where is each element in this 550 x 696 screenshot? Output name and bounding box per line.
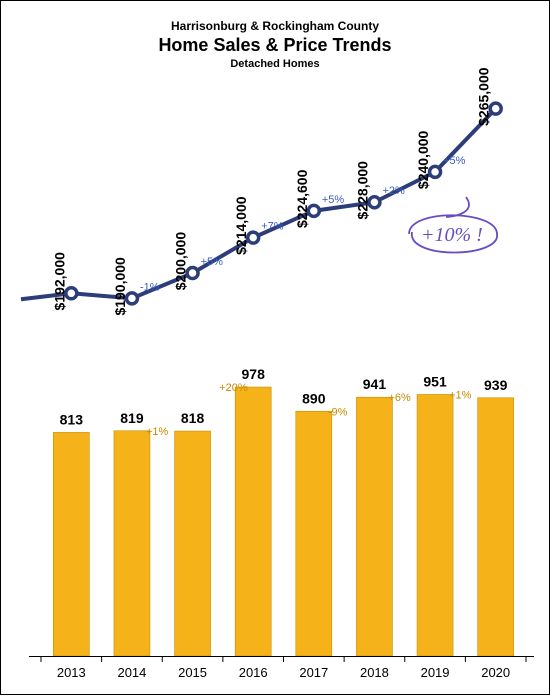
sales-label: 951 xyxy=(423,373,447,389)
year-label: 2014 xyxy=(117,665,146,680)
price-delta: -1% xyxy=(140,281,160,293)
price-marker xyxy=(66,288,77,299)
price-marker xyxy=(187,268,198,279)
sales-bar xyxy=(296,411,332,656)
sales-bar xyxy=(356,397,392,656)
price-delta: +5% xyxy=(443,155,466,167)
year-label: 2016 xyxy=(239,665,268,680)
price-label: $224,600 xyxy=(294,169,310,228)
sales-label: 818 xyxy=(181,410,205,426)
year-label: 2019 xyxy=(421,665,450,680)
year-label: 2015 xyxy=(178,665,207,680)
annotation-swoosh xyxy=(446,197,469,217)
price-marker xyxy=(126,293,137,304)
price-label: $240,000 xyxy=(415,130,431,189)
year-label: 2013 xyxy=(57,665,86,680)
price-label: $190,000 xyxy=(112,257,128,316)
annotation-text: +10% ! xyxy=(421,224,483,246)
sales-bar xyxy=(478,398,514,656)
price-marker xyxy=(490,103,501,114)
sales-label: 890 xyxy=(302,390,326,406)
sales-label: 939 xyxy=(484,377,508,393)
price-delta: +5% xyxy=(201,256,224,268)
chart-svg: $192,000 $190,000 -1% $200,000 +5% $214,000 +7… xyxy=(1,1,550,696)
price-marker xyxy=(308,205,319,216)
price-delta: +7% xyxy=(261,221,284,233)
sales-label: 813 xyxy=(60,411,84,427)
sales-label: 819 xyxy=(120,410,144,426)
chart-container: Harrisonburg & Rockingham County Home Sa… xyxy=(1,1,549,694)
price-marker xyxy=(369,197,380,208)
sales-delta: -9% xyxy=(328,406,348,418)
price-delta: +2% xyxy=(382,185,405,197)
sales-delta: +1% xyxy=(449,389,472,401)
price-label: $214,000 xyxy=(233,196,249,255)
sales-bar xyxy=(175,431,211,656)
year-label: 2020 xyxy=(481,665,510,680)
price-delta: +5% xyxy=(322,194,345,206)
price-marker xyxy=(248,232,259,243)
price-label: $192,000 xyxy=(51,252,67,311)
sales-bar xyxy=(235,387,271,656)
year-label: 2017 xyxy=(299,665,328,680)
price-label: $200,000 xyxy=(173,232,189,291)
price-marker xyxy=(430,166,441,177)
sales-label: 978 xyxy=(242,366,266,382)
sales-delta: +20% xyxy=(219,382,248,394)
sales-label: 941 xyxy=(363,376,387,392)
sales-bar xyxy=(53,432,89,656)
price-label: $265,000 xyxy=(476,67,492,126)
year-label: 2018 xyxy=(360,665,389,680)
sales-delta: +1% xyxy=(146,426,169,438)
sales-delta: +6% xyxy=(388,392,411,404)
price-label: $228,000 xyxy=(354,161,370,220)
sales-bar xyxy=(114,431,150,656)
sales-bar xyxy=(417,394,453,656)
